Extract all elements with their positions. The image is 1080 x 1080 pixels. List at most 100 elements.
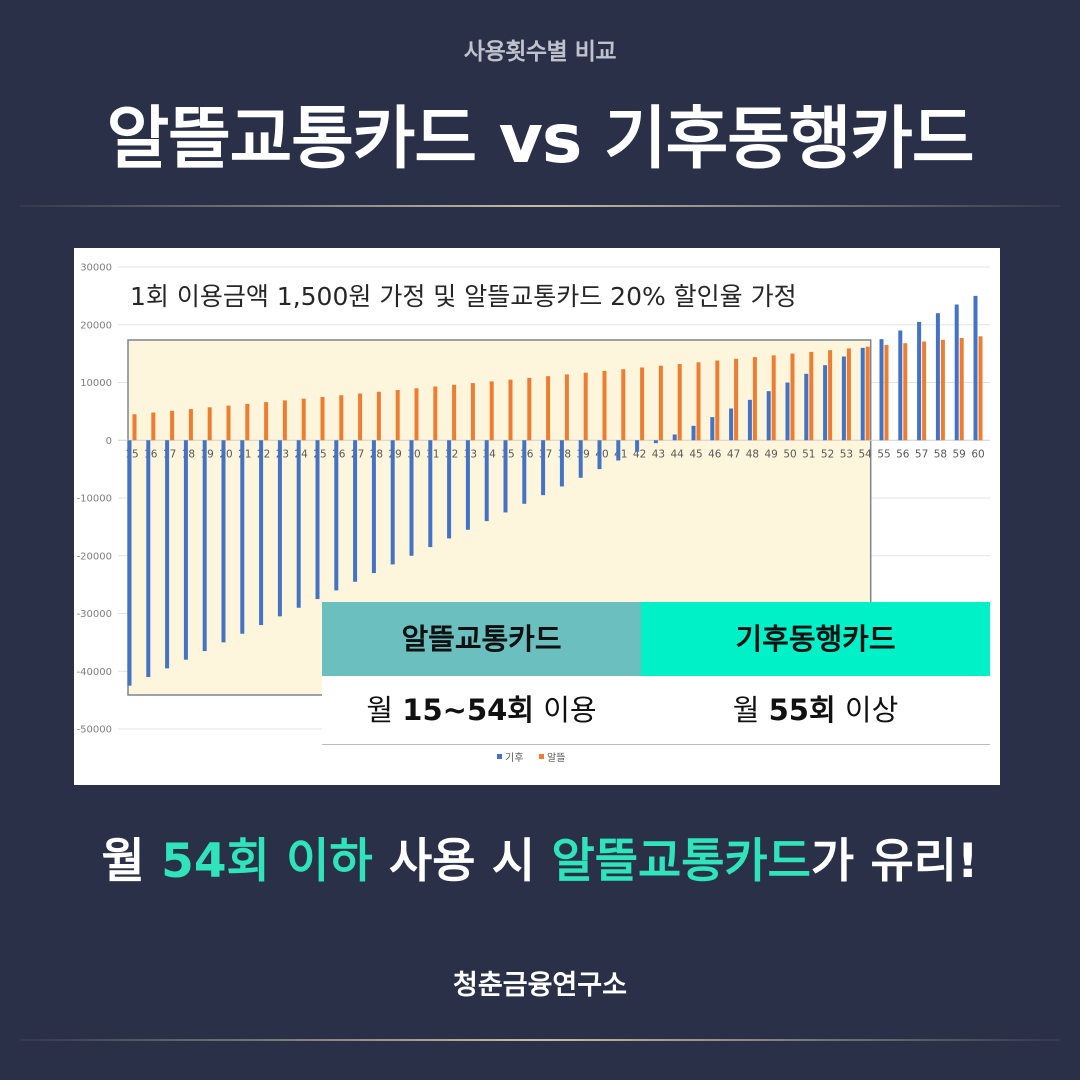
bar-series-1-31 [428, 440, 433, 548]
usage-suffix: 이상 [835, 693, 899, 727]
y-axis-tick-labels: 30000 20000 10000 0 -10000 -20000 -30000 -40000… [77, 263, 112, 736]
page-title: 알뜰교통카드 vs 기후동행카드 [106, 100, 975, 179]
bar-series-2-19 [207, 407, 212, 441]
y-tick-label: -40000 [77, 667, 112, 678]
x-tick-label: 47 [727, 448, 740, 460]
x-tick-label: 25 [313, 448, 326, 460]
top-divider [20, 205, 1060, 207]
bar-series-1-20 [221, 440, 226, 643]
bar-series-1-48 [747, 399, 752, 441]
bar-series-2-31 [433, 386, 438, 441]
bar-series-1-42 [635, 440, 640, 452]
x-tick-label: 32 [445, 448, 458, 460]
bar-series-1-26 [334, 440, 339, 591]
legend-swatch [539, 754, 544, 759]
x-tick-label: 59 [953, 448, 966, 460]
x-tick-label: 50 [783, 448, 796, 460]
bar-series-2-29 [395, 390, 400, 441]
bar-series-2-58 [940, 339, 945, 441]
x-tick-label: 41 [614, 448, 627, 460]
x-tick-label: 23 [276, 448, 289, 460]
x-tick-label: 48 [746, 448, 759, 460]
bar-series-2-51 [809, 351, 814, 441]
bar-series-2-25 [320, 396, 325, 441]
x-tick-label: 26 [332, 448, 346, 460]
x-tick-label: 57 [915, 448, 928, 460]
bar-series-1-39 [578, 440, 583, 478]
chart-legend: 기후 알뜰 [497, 752, 565, 764]
bar-series-1-36 [522, 440, 527, 504]
x-tick-label: 45 [689, 448, 702, 460]
legend-label: 기후 [505, 752, 523, 764]
bar-series-1-22 [259, 440, 264, 626]
x-tick-label: 21 [238, 448, 251, 460]
bar-series-2-52 [828, 350, 833, 441]
comparison-table: 알뜰교통카드 기후동행카드 월 15~54회 이용 월 55회 이상 [322, 602, 990, 745]
bar-series-1-16 [146, 440, 151, 678]
chart-card: 30000 20000 10000 0 -10000 -20000 -30000 -40000… [74, 248, 1000, 785]
x-tick-label: 44 [671, 448, 685, 460]
y-tick-label: 30000 [80, 263, 112, 274]
bar-series-1-59 [954, 304, 959, 441]
x-tick-label: 55 [877, 448, 890, 460]
x-tick-label: 52 [821, 448, 834, 460]
bar-series-1-29 [390, 440, 395, 565]
x-tick-label: 27 [351, 448, 364, 460]
bar-series-1-33 [465, 440, 470, 530]
x-tick-label: 30 [407, 448, 420, 460]
x-tick-label: 43 [652, 448, 665, 460]
bar-series-2-55 [884, 344, 889, 441]
bar-series-1-43 [653, 440, 658, 444]
bar-series-2-16 [151, 412, 156, 441]
y-tick-label: 20000 [80, 320, 112, 331]
y-tick-label: -50000 [77, 725, 112, 736]
bar-series-2-37 [546, 376, 551, 441]
bar-series-2-42 [640, 367, 645, 441]
usage-suffix: 이용 [534, 693, 597, 727]
y-tick-label: 0 [106, 436, 112, 447]
bar-series-1-44 [672, 434, 677, 441]
bar-series-1-28 [371, 440, 376, 574]
bar-series-2-34 [489, 381, 494, 441]
table-header-climate-card: 기후동행카드 [641, 602, 990, 676]
x-tick-label: 38 [558, 448, 571, 460]
x-tick-label: 33 [464, 448, 477, 460]
y-tick-label: -20000 [77, 551, 112, 562]
x-tick-label: 46 [708, 448, 722, 460]
x-tick-label: 29 [389, 448, 402, 460]
bar-series-1-46 [710, 417, 715, 441]
bar-series-1-41 [616, 440, 621, 461]
x-tick-label: 36 [520, 448, 534, 460]
x-tick-label: 39 [577, 448, 590, 460]
bar-series-2-33 [470, 383, 475, 441]
x-tick-label: 17 [163, 448, 176, 460]
bar-series-2-35 [508, 379, 513, 441]
bar-series-1-19 [202, 440, 207, 652]
x-tick-label: 51 [802, 448, 815, 460]
bar-series-2-40 [602, 370, 607, 441]
y-tick-label: -10000 [77, 494, 112, 505]
bar-series-2-38 [564, 374, 569, 441]
bar-series-1-30 [409, 440, 414, 556]
bars [127, 295, 983, 686]
bar-series-2-21 [245, 403, 250, 441]
conclusion-middle: 사용 시 [372, 834, 552, 889]
bar-series-1-27 [353, 440, 358, 582]
x-tick-label: 20 [219, 448, 232, 460]
bar-series-1-37 [541, 440, 546, 496]
bar-series-1-57 [917, 321, 922, 441]
bar-series-1-23 [277, 440, 282, 617]
bar-series-2-50 [790, 353, 795, 441]
bar-series-2-56 [903, 343, 908, 441]
x-tick-label: 24 [295, 448, 309, 460]
usage-range: 15~54회 [402, 693, 534, 727]
table-cell-altteul-usage: 월 15~54회 이용 [322, 676, 641, 744]
bar-series-1-24 [296, 440, 301, 608]
y-tick-label: -30000 [77, 609, 112, 620]
bar-series-1-35 [503, 440, 508, 513]
bar-series-2-30 [414, 388, 419, 441]
bar-series-2-60 [978, 336, 983, 441]
bar-series-2-46 [715, 360, 720, 441]
bar-series-1-56 [898, 330, 903, 441]
bar-series-1-32 [447, 440, 452, 539]
